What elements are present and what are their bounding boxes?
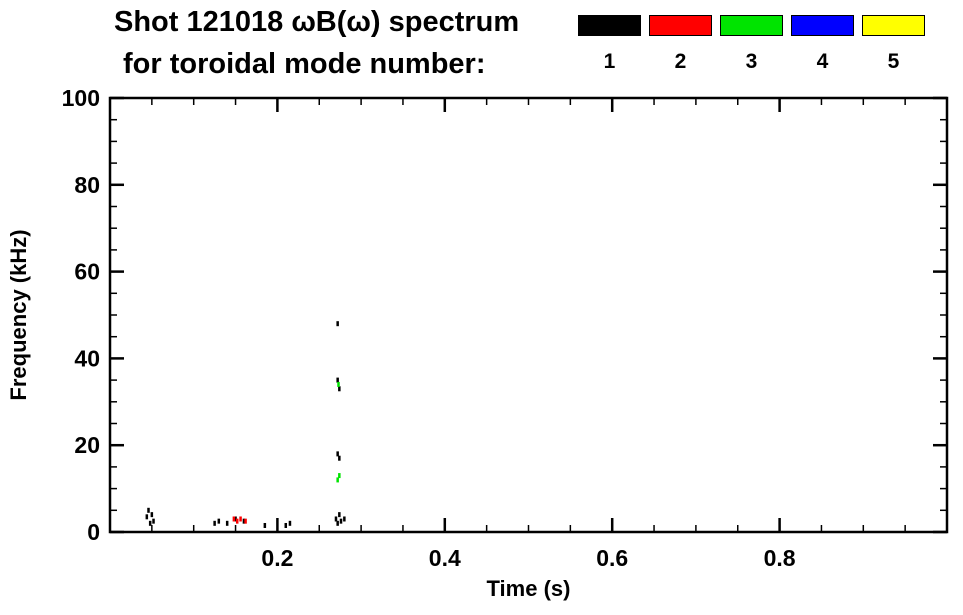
data-points xyxy=(145,321,346,528)
data-point-n1 xyxy=(242,518,246,524)
data-point-n1 xyxy=(338,386,341,392)
data-point-n1 xyxy=(288,520,292,526)
data-point-n1 xyxy=(336,321,339,327)
x-tick-label: 0.8 xyxy=(764,545,796,571)
data-point-n1 xyxy=(217,518,221,524)
legend-swatch-mode-4 xyxy=(791,15,854,36)
spectrum-plot: 0.2 0.4 0.6 0.8 0 20 40 60 80 100 Time (s) Frequenc… xyxy=(6,88,949,601)
legend-swatch-mode-2 xyxy=(649,15,712,36)
y-tick-label: 20 xyxy=(74,432,100,458)
legend-swatch-mode-5 xyxy=(862,15,925,36)
data-point-n2 xyxy=(235,518,239,524)
data-point-n1 xyxy=(336,377,339,383)
x-tick-label: 0.6 xyxy=(596,545,628,571)
y-tick-label: 0 xyxy=(87,519,100,545)
data-point-n1 xyxy=(150,512,154,518)
data-point-n1 xyxy=(343,516,346,522)
data-point-n3 xyxy=(337,381,340,387)
legend-label-mode-3: 3 xyxy=(745,50,758,73)
mode-number-legend-swatches xyxy=(578,15,925,36)
data-point-n1 xyxy=(225,520,229,526)
legend-label-mode-5: 5 xyxy=(887,50,900,73)
data-point-n2 xyxy=(232,516,236,522)
legend-label-mode-2: 2 xyxy=(674,50,687,73)
y-tick-label: 100 xyxy=(62,88,100,111)
data-point-n1 xyxy=(213,520,216,526)
data-point-n3 xyxy=(338,473,341,479)
data-point-n1 xyxy=(147,507,150,513)
data-point-n1 xyxy=(263,522,267,528)
axis-ticks xyxy=(110,96,947,534)
data-point-n1 xyxy=(152,518,155,524)
y-tick-label: 40 xyxy=(74,345,100,371)
data-point-n1 xyxy=(284,522,288,528)
data-point-n1 xyxy=(148,520,152,526)
data-point-n2 xyxy=(244,518,247,524)
axis-labels: 0.2 0.4 0.6 0.8 0 20 40 60 80 100 Time (s) Frequenc… xyxy=(6,88,796,601)
figure-title-line1: Shot 121018 ωB(ω) spectrum xyxy=(114,6,520,38)
legend-swatch-mode-3 xyxy=(720,15,783,36)
y-tick-label: 60 xyxy=(74,259,100,285)
x-tick-label: 0.4 xyxy=(429,545,461,571)
data-point-n1 xyxy=(336,451,339,457)
x-tick-label: 0.2 xyxy=(261,545,293,571)
data-point-n1 xyxy=(145,514,149,520)
data-point-n1 xyxy=(338,512,341,518)
data-point-n3 xyxy=(336,477,339,483)
data-point-n1 xyxy=(334,516,338,522)
legend-label-mode-1: 1 xyxy=(603,50,616,73)
figure-title-line2: for toroidal mode number: xyxy=(123,48,486,80)
plot-frame xyxy=(108,96,949,534)
y-axis-title: Frequency (kHz) xyxy=(6,229,31,400)
legend-label-mode-4: 4 xyxy=(816,50,829,73)
data-point-n1 xyxy=(339,518,343,524)
data-point-n1 xyxy=(234,516,237,522)
mode-number-legend-labels: 1 2 3 4 5 xyxy=(578,50,933,74)
y-tick-label: 80 xyxy=(74,172,100,198)
data-point-n2 xyxy=(239,516,242,522)
x-axis-title: Time (s) xyxy=(487,576,571,601)
data-point-n1 xyxy=(336,520,339,526)
data-point-n1 xyxy=(338,455,341,461)
legend-swatch-mode-1 xyxy=(578,15,641,36)
